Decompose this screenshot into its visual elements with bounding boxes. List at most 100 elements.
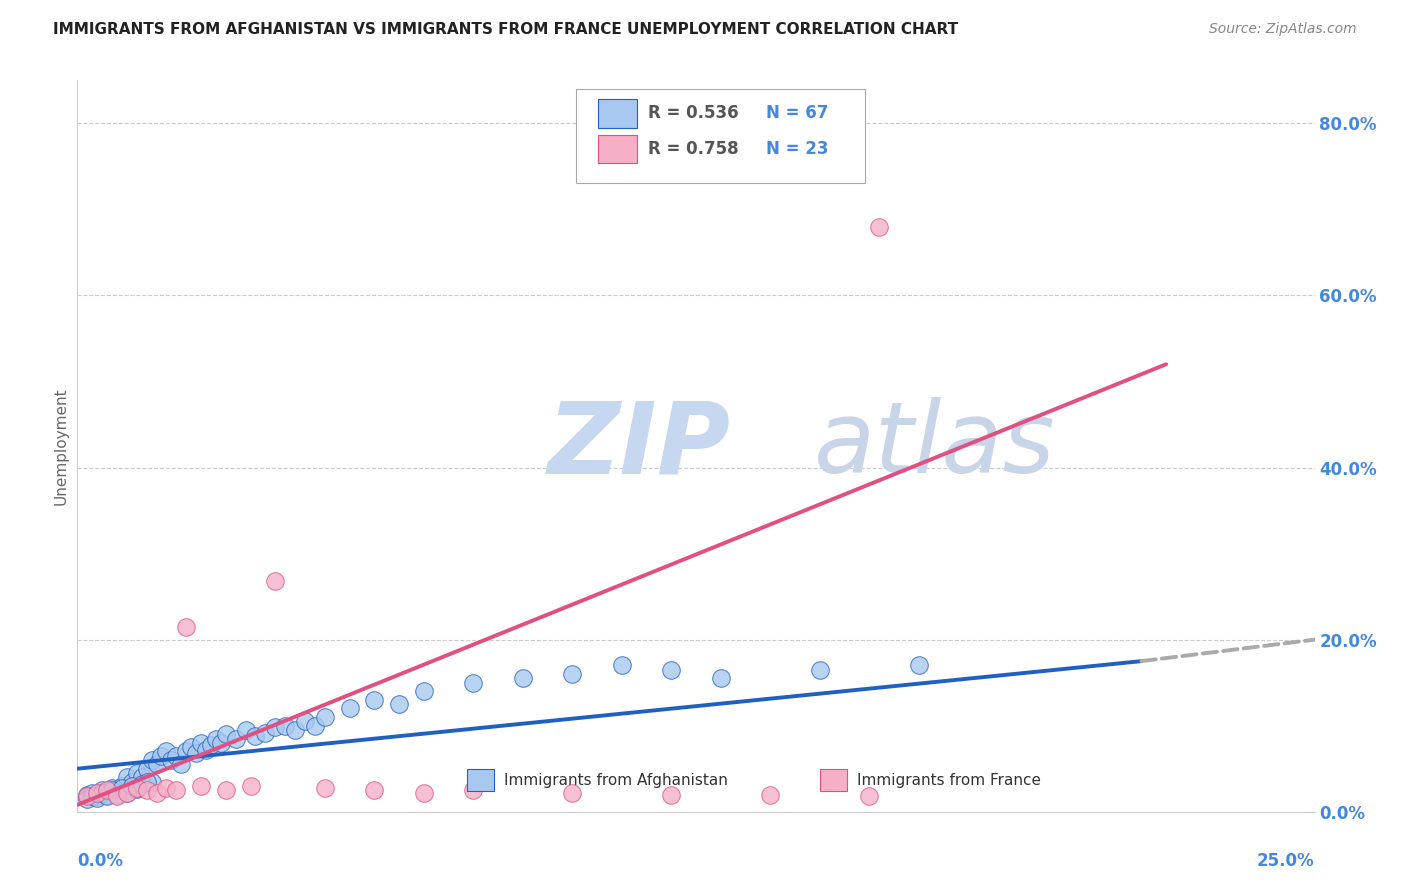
Text: N = 23: N = 23 — [766, 140, 828, 158]
Y-axis label: Unemployment: Unemployment — [53, 387, 69, 505]
Point — [86, 786, 108, 800]
Point — [868, 219, 890, 234]
Point — [215, 727, 238, 741]
Point — [82, 789, 104, 804]
Point — [174, 620, 197, 634]
Point — [121, 779, 143, 793]
Text: Immigrants from Afghanistan: Immigrants from Afghanistan — [505, 772, 728, 788]
Point — [363, 783, 385, 797]
Point — [710, 671, 733, 685]
Point — [388, 697, 411, 711]
Text: Immigrants from France: Immigrants from France — [856, 772, 1040, 788]
Point — [150, 748, 173, 763]
Text: IMMIGRANTS FROM AFGHANISTAN VS IMMIGRANTS FROM FRANCE UNEMPLOYMENT CORRELATION C: IMMIGRANTS FROM AFGHANISTAN VS IMMIGRANT… — [53, 22, 959, 37]
Point — [363, 693, 385, 707]
Point — [264, 574, 287, 588]
Point — [180, 740, 202, 755]
Point — [184, 746, 207, 760]
Point — [190, 736, 212, 750]
Point — [304, 719, 326, 733]
Point — [274, 719, 297, 733]
Point — [125, 766, 148, 780]
Point — [76, 788, 98, 802]
Point — [195, 743, 218, 757]
Point — [76, 789, 98, 804]
Point — [200, 738, 222, 752]
Point — [125, 782, 148, 797]
Point — [96, 788, 118, 802]
Point — [131, 777, 153, 791]
Point — [91, 786, 114, 800]
Point — [115, 783, 138, 797]
Point — [235, 723, 257, 737]
Point — [858, 789, 880, 804]
Point — [82, 786, 104, 800]
Text: 0.0%: 0.0% — [77, 852, 124, 870]
Point — [91, 783, 114, 797]
Point — [155, 744, 177, 758]
Point — [225, 731, 247, 746]
Point — [105, 788, 128, 802]
Point — [101, 783, 124, 797]
Point — [141, 753, 163, 767]
Point — [115, 786, 138, 800]
Point — [135, 762, 157, 776]
FancyBboxPatch shape — [820, 769, 846, 791]
Point — [170, 757, 193, 772]
Point — [121, 774, 143, 789]
Point — [245, 729, 267, 743]
Point — [76, 792, 98, 806]
Point — [141, 774, 163, 789]
Point — [239, 779, 262, 793]
Point — [264, 720, 287, 734]
Point — [808, 663, 831, 677]
Point — [512, 671, 534, 685]
Point — [160, 753, 183, 767]
Point — [174, 744, 197, 758]
Point — [339, 701, 361, 715]
Point — [96, 789, 118, 804]
Text: R = 0.758: R = 0.758 — [648, 140, 738, 158]
Point — [294, 714, 316, 729]
Point — [125, 780, 148, 795]
Point — [96, 783, 118, 797]
Text: N = 67: N = 67 — [766, 104, 828, 122]
Point — [105, 786, 128, 800]
Point — [561, 667, 583, 681]
Point — [115, 786, 138, 800]
Point — [412, 684, 434, 698]
Text: ZIP: ZIP — [547, 398, 731, 494]
Point — [284, 723, 307, 737]
Point — [412, 786, 434, 800]
Point — [463, 675, 485, 690]
Point — [145, 757, 167, 772]
Text: R = 0.536: R = 0.536 — [648, 104, 738, 122]
Point — [463, 783, 485, 797]
Point — [209, 736, 232, 750]
Point — [135, 783, 157, 797]
Point — [111, 779, 134, 793]
Point — [145, 786, 167, 800]
Point — [86, 791, 108, 805]
Point — [165, 783, 187, 797]
Point — [125, 780, 148, 795]
Point — [314, 710, 336, 724]
Point — [105, 789, 128, 804]
Point — [155, 780, 177, 795]
Point — [254, 725, 277, 739]
Text: atlas: atlas — [814, 398, 1054, 494]
Point — [135, 774, 157, 789]
Text: 25.0%: 25.0% — [1257, 852, 1315, 870]
Point — [205, 731, 228, 746]
Point — [111, 780, 134, 795]
Text: Source: ZipAtlas.com: Source: ZipAtlas.com — [1209, 22, 1357, 37]
Point — [86, 789, 108, 804]
FancyBboxPatch shape — [467, 769, 495, 791]
Point — [561, 786, 583, 800]
Point — [659, 788, 682, 802]
Point — [215, 783, 238, 797]
Point — [131, 770, 153, 784]
Point — [610, 658, 633, 673]
Point — [101, 780, 124, 795]
Point — [759, 788, 782, 802]
